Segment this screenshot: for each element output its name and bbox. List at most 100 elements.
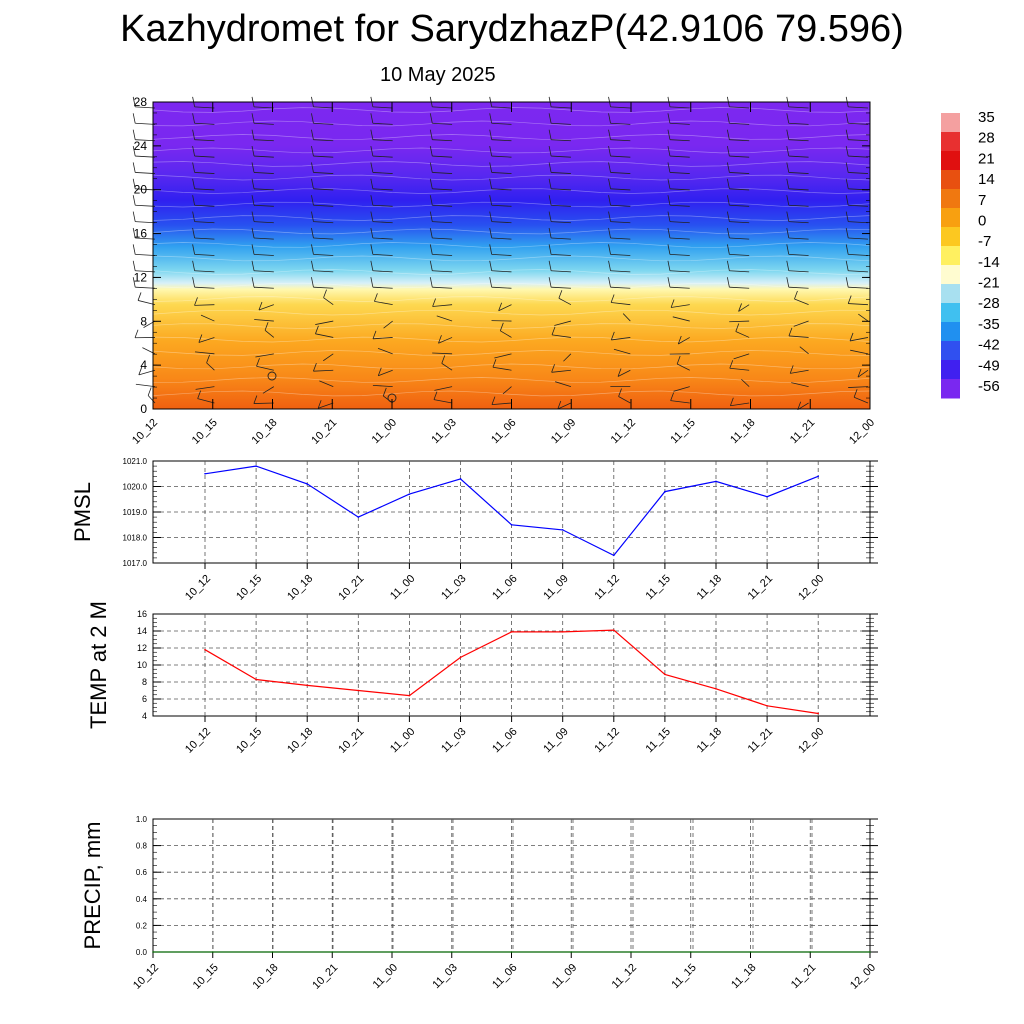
temp-y-tick-label: 16 xyxy=(137,609,147,619)
wind-barb xyxy=(370,227,393,240)
contour-line xyxy=(152,174,871,181)
wind-barb xyxy=(548,211,571,224)
wind-barb xyxy=(498,302,512,312)
wind-barb xyxy=(311,162,334,174)
temp-x-tick-label: 11_12 xyxy=(592,726,622,756)
wind-barb xyxy=(617,368,631,377)
wind-barb xyxy=(192,162,215,174)
colorbar-label: -28 xyxy=(978,295,1000,312)
x-tick-label: 12_00 xyxy=(847,417,877,447)
precip-x-tick-label: 12_00 xyxy=(848,962,878,992)
wind-barb xyxy=(251,277,274,289)
wind-barb xyxy=(551,326,571,338)
wind-barb xyxy=(311,195,334,207)
y-tick-label: 24 xyxy=(134,139,148,153)
pmsl-data-point xyxy=(510,523,513,526)
wind-barb xyxy=(147,387,156,404)
precip-x-tick-label: 11_12 xyxy=(610,962,640,992)
colorbar-swatch xyxy=(941,189,960,209)
wind-barb xyxy=(429,195,453,207)
wind-barb xyxy=(489,244,512,256)
wind-barb xyxy=(551,364,571,373)
colorbar-swatch xyxy=(941,265,960,285)
wind-barb xyxy=(311,277,334,289)
wind-barb xyxy=(135,383,156,388)
wind-barb xyxy=(370,277,393,289)
colorbar-label: -7 xyxy=(978,233,991,250)
wind-barb xyxy=(489,178,512,191)
wind-barb xyxy=(786,244,809,256)
contour-line xyxy=(152,309,871,316)
wind-barb xyxy=(429,260,453,273)
temp-data-point xyxy=(715,688,717,690)
wind-barb xyxy=(372,330,393,340)
wind-barb xyxy=(608,211,631,224)
wind-barb xyxy=(429,129,453,142)
wind-barb xyxy=(132,178,156,191)
wind-barb xyxy=(489,277,512,289)
pmsl-data-point xyxy=(459,478,462,480)
wind-barb xyxy=(192,178,215,191)
colorbar-label: 35 xyxy=(978,109,995,126)
wind-barb xyxy=(313,363,334,372)
wind-barb xyxy=(374,293,393,306)
chart-date: 10 May 2025 xyxy=(380,64,496,86)
wind-barb xyxy=(311,211,334,224)
temp-data-point xyxy=(357,689,360,692)
wind-barb xyxy=(741,378,750,387)
colorbar-swatch xyxy=(941,170,960,190)
contour-line xyxy=(152,134,871,140)
wind-barb xyxy=(548,113,571,125)
wind-barb xyxy=(192,211,215,224)
wind-barb xyxy=(793,320,809,327)
wind-barb xyxy=(429,178,453,191)
temp-data-point xyxy=(408,694,411,697)
wind-barb xyxy=(434,386,453,391)
colorbar-swatch xyxy=(941,379,960,399)
temp-y-tick-label: 10 xyxy=(137,660,147,670)
wind-barb xyxy=(850,349,869,355)
wind-barb xyxy=(494,353,512,359)
wind-barb xyxy=(676,355,690,371)
contour-line xyxy=(152,269,871,275)
wind-barb xyxy=(441,355,453,371)
pmsl-data-point xyxy=(204,472,206,475)
wind-barb xyxy=(555,381,572,387)
wind-barb xyxy=(858,313,869,322)
temp-x-tick-label: 10_12 xyxy=(183,726,213,756)
contour-line xyxy=(152,215,871,221)
wind-barb xyxy=(192,129,215,142)
wind-barb xyxy=(729,360,750,371)
wind-barb xyxy=(613,348,631,355)
precip-data-point xyxy=(450,951,453,953)
wind-barb xyxy=(733,353,750,360)
pmsl-data-point xyxy=(255,465,257,467)
wind-barb xyxy=(370,244,393,256)
precip-data-point xyxy=(689,951,692,953)
temp-data-point xyxy=(766,705,768,707)
colorbar-swatch xyxy=(941,284,960,304)
wind-barb xyxy=(429,277,453,289)
wind-barb xyxy=(138,366,156,376)
wind-barb xyxy=(429,211,453,224)
wind-barb xyxy=(786,145,809,158)
temp-data-point xyxy=(306,684,309,687)
wind-barb xyxy=(667,277,690,289)
chart-title: Kazhydromet for SarydzhazP(42.9106 79.59… xyxy=(120,8,904,50)
contour-line xyxy=(152,147,871,154)
x-tick-label: 10_21 xyxy=(309,417,339,447)
wind-barb xyxy=(429,227,453,240)
colorbar-label: 14 xyxy=(978,171,995,188)
wind-barb xyxy=(845,277,869,289)
wind-barb xyxy=(251,113,274,125)
temp-x-tick-label: 11_09 xyxy=(541,726,571,756)
pmsl-x-tick-label: 12_00 xyxy=(796,573,826,603)
wind-barb xyxy=(370,195,393,207)
wind-barb xyxy=(383,320,393,329)
colorbar-label: -56 xyxy=(978,378,1000,395)
precip-x-tick-label: 11_00 xyxy=(371,962,401,992)
wind-barb xyxy=(667,195,690,207)
contour-line xyxy=(152,161,871,167)
wind-barb xyxy=(845,113,869,125)
pmsl-data-point xyxy=(715,480,717,483)
